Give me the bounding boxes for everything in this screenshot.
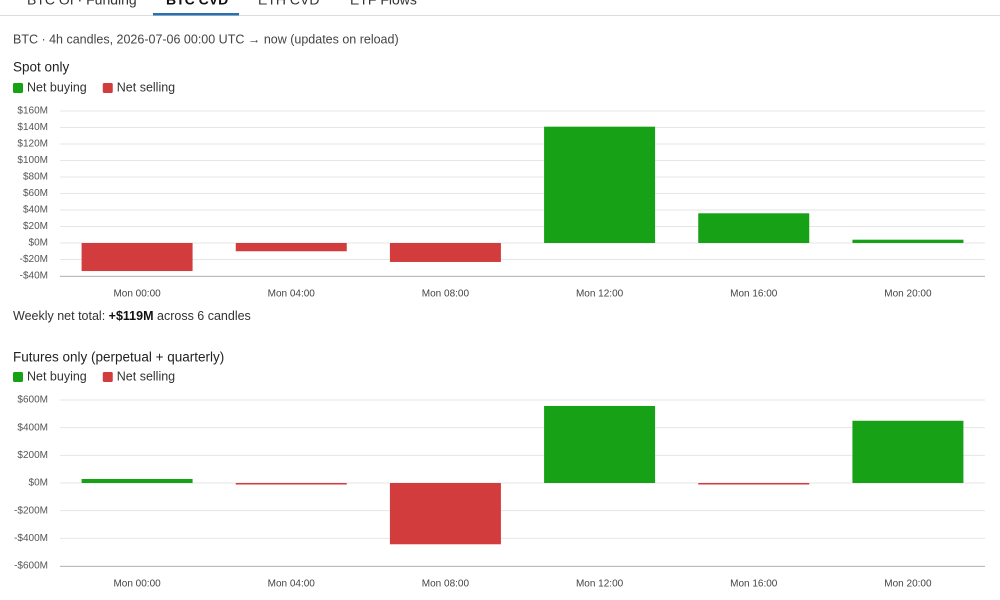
x-tick-label: Mon 04:00 <box>268 579 316 590</box>
legend-swatch <box>13 83 23 93</box>
chart-title: Spot only <box>13 60 70 75</box>
y-tick-label: -$40M <box>20 271 48 282</box>
y-tick-label: $140M <box>17 122 48 133</box>
x-tick-label: Mon 00:00 <box>113 289 161 300</box>
summary: Weekly net total: +$119M across 6 candle… <box>13 309 251 323</box>
y-tick-label: $0M <box>29 478 48 489</box>
legend-label: Net selling <box>117 369 175 383</box>
y-tick-label: -$20M <box>20 254 48 265</box>
tab[interactable]: BTC OI · Funding <box>27 0 137 8</box>
bar <box>698 483 810 485</box>
bar <box>544 405 656 483</box>
legend-label: Net buying <box>27 369 87 383</box>
x-tick-label: Mon 16:00 <box>730 289 778 300</box>
x-tick-label: Mon 12:00 <box>576 289 624 300</box>
y-tick-label: $80M <box>23 172 48 183</box>
tab[interactable]: ETF Flows <box>350 0 417 8</box>
y-tick-label: $160M <box>17 106 48 117</box>
y-tick-label: -$600M <box>14 561 48 572</box>
legend-label: Net selling <box>117 80 175 94</box>
y-tick-label: -$400M <box>14 533 48 544</box>
bar <box>852 239 964 243</box>
y-tick-label: $20M <box>23 221 48 232</box>
x-tick-label: Mon 00:00 <box>113 579 161 590</box>
legend-swatch <box>13 372 23 382</box>
bar <box>81 243 193 272</box>
y-tick-label: $120M <box>17 139 48 150</box>
summary-suffix: across 6 candles <box>157 309 251 323</box>
x-tick-label: Mon 04:00 <box>268 289 316 300</box>
bar <box>698 213 810 243</box>
bar <box>389 243 501 262</box>
y-tick-label: $200M <box>17 450 48 461</box>
x-tick-label: Mon 20:00 <box>884 289 932 300</box>
bar <box>81 478 193 483</box>
bar <box>852 420 964 483</box>
tab-underline <box>153 13 239 16</box>
bar <box>389 483 501 545</box>
tab[interactable]: ETH CVD <box>258 0 319 8</box>
chart-title: Futures only (perpetual + quarterly) <box>13 350 224 365</box>
x-tick-label: Mon 12:00 <box>576 579 624 590</box>
y-tick-label: -$200M <box>14 505 48 516</box>
tab[interactable]: BTC CVD <box>166 0 228 8</box>
y-tick-label: $600M <box>17 395 48 406</box>
bar <box>235 243 347 252</box>
x-tick-label: Mon 16:00 <box>730 579 778 590</box>
x-tick-label: Mon 20:00 <box>884 579 932 590</box>
y-tick-label: $100M <box>17 155 48 166</box>
summary-label: Weekly net total: <box>13 309 105 323</box>
summary-value: +$119M <box>109 309 154 323</box>
y-tick-label: $40M <box>23 205 48 216</box>
y-tick-label: $60M <box>23 188 48 199</box>
y-tick-label: $0M <box>29 238 48 249</box>
legend-label: Net buying <box>27 80 87 94</box>
legend-swatch <box>102 83 113 93</box>
bar <box>235 483 347 485</box>
x-tick-label: Mon 08:00 <box>422 289 470 300</box>
bar <box>544 126 656 243</box>
x-tick-label: Mon 08:00 <box>422 579 470 590</box>
legend-swatch <box>102 372 113 382</box>
y-tick-label: $400M <box>17 422 48 433</box>
subtitle: BTC · 4h candles, 2026-07-06 00:00 UTC →… <box>13 32 399 46</box>
